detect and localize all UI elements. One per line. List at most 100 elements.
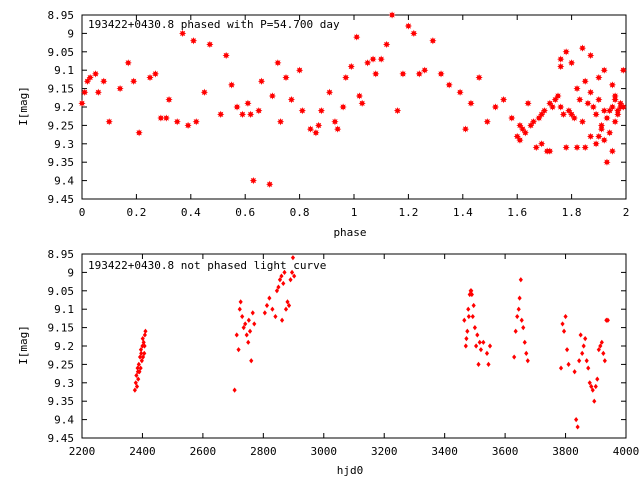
phased-data-point — [249, 177, 257, 185]
unphased-data-point — [469, 291, 474, 298]
unphased-x-axis-label: hjd0 — [337, 464, 364, 477]
unphased-x-tick-label: 3000 — [311, 445, 338, 458]
unphased-data-point — [515, 313, 520, 320]
phased-data-point — [445, 81, 453, 89]
phased-data-point — [151, 70, 160, 78]
phased-data-point — [595, 73, 603, 82]
unphased-data-point — [140, 354, 146, 360]
phased-data-point — [238, 110, 247, 118]
phased-data-point — [576, 96, 584, 104]
phased-data-point — [200, 88, 208, 96]
phased-data-point — [573, 85, 581, 93]
unphased-data-point — [581, 343, 586, 349]
phased-data-point — [404, 22, 412, 30]
phased-data-point — [557, 55, 565, 63]
phased-data-point — [358, 99, 366, 107]
phased-x-tick-label: 1.2 — [398, 206, 418, 219]
phased-x-axis-label: phase — [333, 226, 366, 239]
unphased-data-point — [289, 269, 295, 275]
phased-data-point — [334, 125, 342, 133]
phased-data-point — [78, 99, 86, 107]
phased-data-point — [603, 158, 611, 166]
phased-data-point — [600, 66, 608, 74]
unphased-data-point — [270, 306, 275, 312]
phased-data-point — [342, 73, 350, 82]
phased-data-point — [393, 107, 402, 115]
unphased-data-point — [487, 343, 493, 349]
unphased-data-point — [476, 361, 481, 367]
unphased-data-point — [247, 328, 253, 334]
phased-data-point — [244, 99, 252, 107]
unphased-data-point — [240, 313, 245, 320]
phased-data-point — [157, 114, 165, 122]
unphased-data-point — [286, 302, 292, 309]
phased-data-point — [592, 140, 600, 148]
unphased-data-point — [142, 332, 147, 338]
unphased-data-point — [143, 328, 148, 334]
phased-data-point — [233, 103, 241, 111]
phased-data-point — [276, 118, 285, 126]
phased-x-tick-label: 1.6 — [507, 206, 527, 219]
phased-data-point — [587, 51, 595, 60]
unphased-data-point — [135, 369, 140, 375]
phased-data-point — [578, 118, 587, 126]
phased-data-point — [595, 132, 603, 141]
unphased-x-tick-label: 2400 — [129, 445, 156, 458]
unphased-data-point — [596, 347, 601, 353]
phased-data-point — [600, 107, 608, 115]
unphased-data-point — [598, 343, 603, 349]
phased-data-point — [570, 114, 578, 122]
unphased-y-tick-label: 9.1 — [54, 303, 74, 316]
phased-data-point — [573, 143, 581, 152]
unphased-data-point — [566, 361, 571, 367]
unphased-data-point — [469, 288, 474, 294]
unphased-data-point — [563, 313, 568, 320]
phased-data-point — [421, 66, 429, 74]
phased-data-point — [146, 73, 154, 82]
phased-data-point — [603, 114, 611, 122]
unphased-data-point — [264, 302, 270, 309]
phased-x-tick-label: 1 — [351, 206, 358, 219]
phased-data-point — [581, 143, 589, 152]
phased-data-point — [538, 140, 546, 148]
unphased-data-point — [516, 306, 521, 312]
unphased-data-point — [244, 332, 249, 338]
phased-y-axis-label: I[mag] — [17, 86, 30, 126]
phased-y-tick-label: 8.95 — [48, 9, 75, 22]
phased-data-point — [105, 118, 113, 126]
phased-data-point — [456, 88, 464, 96]
unphased-data-point — [471, 302, 476, 309]
unphased-data-point — [592, 398, 597, 404]
unphased-data-point — [464, 336, 469, 342]
unphased-data-point — [513, 328, 518, 334]
unphased-data-point — [590, 387, 595, 393]
unphased-data-point — [467, 291, 472, 298]
unphased-data-point — [575, 424, 580, 430]
phased-data-point — [557, 103, 565, 111]
unphased-data-point — [478, 347, 484, 353]
unphased-data-point — [572, 369, 577, 375]
phased-data-point — [388, 11, 396, 19]
phased-data-point — [592, 110, 600, 118]
phased-data-point — [529, 118, 538, 126]
phased-data-point — [521, 129, 529, 137]
unphased-data-point — [292, 273, 297, 279]
phased-data-point — [578, 44, 587, 52]
unphased-chart-title: 193422+0430.8 not phased light curve — [88, 259, 326, 272]
unphased-data-point — [524, 350, 529, 356]
phased-data-point — [619, 66, 627, 74]
phased-data-point — [325, 88, 334, 96]
unphased-data-point — [132, 387, 137, 393]
phased-data-point — [467, 99, 475, 107]
phased-y-tick-label: 9.2 — [54, 101, 74, 114]
unphased-x-tick-label: 3600 — [492, 445, 519, 458]
unphased-data-point — [273, 313, 278, 320]
unphased-data-point — [279, 273, 284, 279]
unphased-data-points — [132, 255, 610, 430]
unphased-data-point — [521, 325, 526, 331]
unphased-data-point — [466, 313, 471, 320]
phased-data-point — [508, 114, 516, 122]
unphased-y-tick-label: 9 — [67, 266, 74, 279]
unphased-y-tick-label: 8.95 — [48, 248, 75, 261]
